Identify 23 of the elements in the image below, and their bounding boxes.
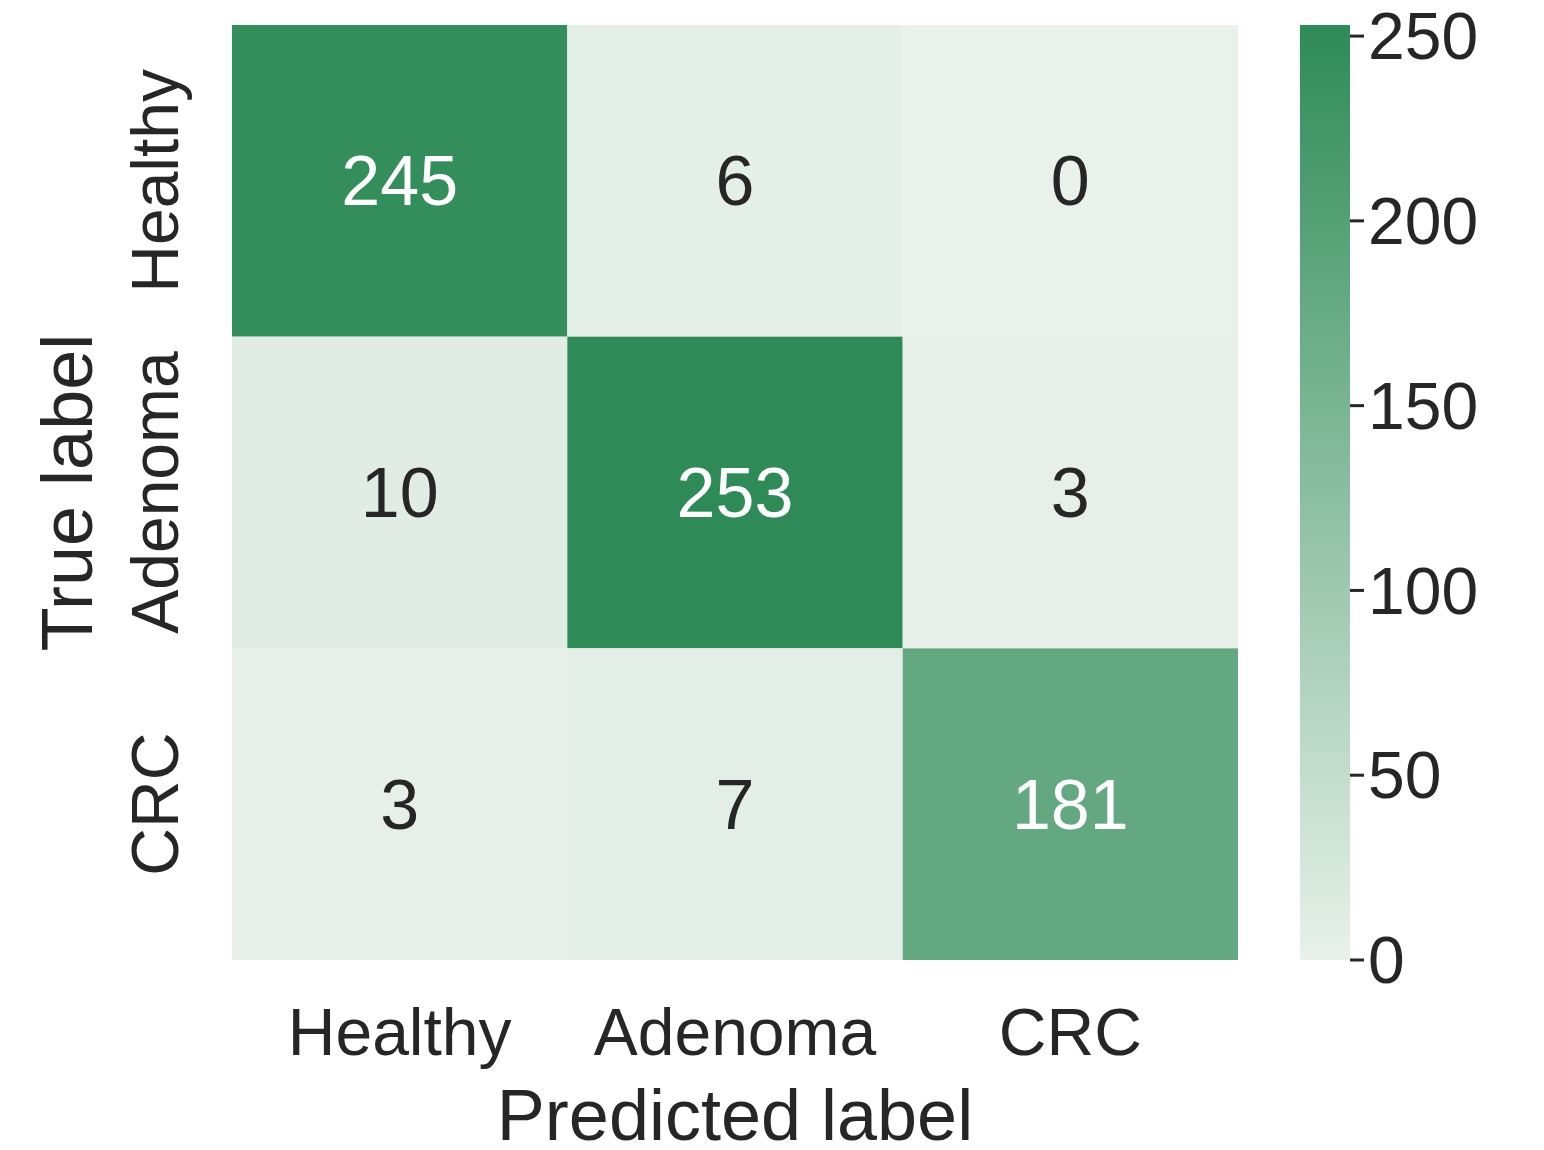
color-bar-label: 200 xyxy=(1368,183,1479,258)
x-tick-label: Healthy xyxy=(287,995,512,1069)
color-bar-label: 50 xyxy=(1368,738,1442,813)
y-tick-label: Adenoma xyxy=(118,350,192,634)
data-label: 3 xyxy=(380,765,420,844)
color-bar-label: 0 xyxy=(1368,923,1405,998)
x-axis-title: Predicted label xyxy=(496,1075,974,1150)
data-label: 7 xyxy=(715,765,755,844)
data-label: 6 xyxy=(715,142,755,221)
color-bar-label: 250 xyxy=(1368,0,1479,74)
color-bar-label: 100 xyxy=(1368,553,1479,628)
color-bar-label: 150 xyxy=(1368,368,1479,443)
data-label: 245 xyxy=(341,142,459,221)
data-label: 181 xyxy=(1011,765,1129,844)
y-tick-label: CRC xyxy=(118,732,192,876)
data-label: 0 xyxy=(1050,142,1090,221)
x-tick-label: CRC xyxy=(998,995,1142,1069)
y-tick-label: Healthy xyxy=(118,68,192,293)
data-label: 3 xyxy=(1050,454,1090,532)
data-label: 10 xyxy=(360,454,439,532)
x-tick-label: Adenoma xyxy=(593,995,877,1069)
y-axis-title: True label xyxy=(27,333,107,652)
data-label: 253 xyxy=(676,454,794,532)
